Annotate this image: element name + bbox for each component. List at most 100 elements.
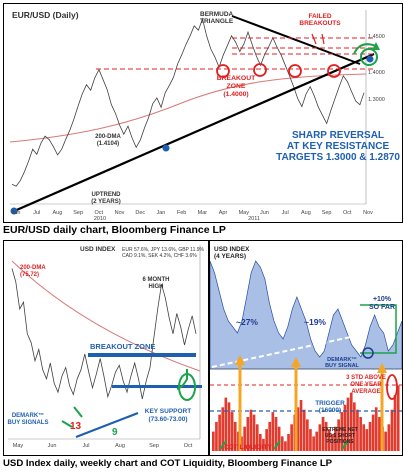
cot-green-arrows: [219, 440, 349, 450]
pct-10-label: +10%SO FAR: [369, 296, 395, 311]
failed-arrow-1: [311, 33, 317, 45]
cot-extreme-label-line: US $ SHORT: [325, 433, 355, 439]
usd-daily-title: USD INDEX: [80, 246, 116, 253]
key-support-box: [112, 385, 202, 388]
eurusd-x-tick: Jul: [282, 210, 289, 216]
eurusd-y-tick: 1.4000: [368, 70, 385, 76]
eurusd-x-tick: Dec: [135, 210, 145, 216]
cot-bar: [349, 392, 353, 451]
cot-trigger-label-line: (16000): [319, 407, 341, 414]
breakout-circle-3: [288, 64, 302, 78]
eurusd-x-tick: Nov: [363, 210, 373, 216]
weekly-demark-circle: [362, 347, 374, 359]
eurusd-x-tick: Jul: [33, 210, 40, 216]
eurusd-x-tick: Nov: [115, 210, 125, 216]
reversal-arrow: [353, 43, 377, 55]
cot-bar: [230, 412, 234, 451]
usd-weekly-title: USD INDEX(4 YEARS): [214, 246, 250, 260]
demark-arrow-1: [73, 406, 83, 418]
cot-bar: [340, 412, 344, 451]
cot-bar: [387, 424, 391, 451]
usd-weekly-title-line: (4 YEARS): [214, 253, 246, 260]
cot-bar: [240, 436, 243, 451]
usd-daily-title-line: USD INDEX: [80, 246, 116, 253]
top-caption: EUR/USD daily chart, Bloomberg Finance L…: [3, 224, 226, 236]
eurusd-x-tick: Apr: [219, 210, 228, 216]
cot-title: COT LIQUIDITY: [224, 444, 272, 451]
six-month-high-label-line: 6 MONTH: [143, 277, 170, 283]
breakout-circle-1: [216, 64, 230, 78]
usd-200dma-line: [11, 260, 201, 372]
cot-bar: [393, 395, 397, 451]
uptrend-label-line: (2 YEARS): [91, 199, 121, 205]
cot-bar: [280, 436, 284, 451]
eurusd-x-tick: Feb: [177, 210, 186, 216]
trend-touch-dot-3: [366, 55, 374, 63]
orange-signal-arrows: [235, 355, 387, 451]
cot-std-label-line: ONE YEAR: [350, 382, 382, 388]
reversal-arrow-head: [372, 42, 380, 50]
usd-daily-x-tick: Jun: [48, 443, 57, 449]
failed-breakouts-label-line: FAILED: [308, 13, 331, 20]
eurusd-chart-panel: EUR/USD (Daily) BERMUDA TRIANGLE FAILED BR…: [3, 3, 403, 223]
count-13: 13: [70, 421, 82, 432]
cot-bar: [271, 412, 275, 451]
eurusd-x-tick: Oct: [343, 210, 352, 216]
eurusd-x-tick: Aug: [53, 210, 63, 216]
demark-buy-signals-label-line: DEMARK™: [12, 412, 44, 419]
pct-19-label: ~19%: [304, 317, 326, 327]
cot-bar: [312, 436, 315, 451]
cot-bar: [287, 434, 290, 451]
usd-target-arrow: [176, 369, 188, 390]
cot-bar: [249, 409, 253, 451]
weekly-demark-label-line: DEMARK™: [327, 357, 357, 363]
key-support-label-line: (73.60-73.00): [148, 416, 187, 423]
cot-std-label-line: AVERAGE: [351, 389, 380, 395]
cot-bar: [337, 419, 340, 451]
usd-weekly-panel: USD INDEX (4 YEARS) ~27% ~19% +10% SO FAR …: [209, 240, 403, 456]
cot-bars: [212, 385, 400, 451]
sharp-reversal-label-line: TARGETS 1.3000 & 1.2870: [276, 152, 400, 163]
usd-daily-panel: USD INDEX EUR 57.6%, JPY 13.6%, GBP 11.9…: [3, 240, 209, 456]
cot-bar: [218, 414, 221, 451]
cot-bar: [246, 417, 250, 451]
usd-daily-x-axis: May Jun Jul Aug Sep Oct: [13, 443, 193, 449]
eurusd-x-tick: Aug: [301, 210, 311, 216]
key-support-label: KEY SUPPORT(73.60-73.00): [145, 408, 192, 423]
breakout-zone-label: BREAKOUT ZONE: [90, 342, 155, 351]
eurusd-x-tick: Sep: [322, 210, 332, 216]
cot-bar: [362, 424, 366, 451]
eurusd-year-tick: 2010: [94, 216, 106, 222]
cot-bar: [259, 434, 262, 451]
cot-trigger-label-line: TRIGGER: [315, 400, 345, 407]
breakout-circle-4: [327, 64, 341, 78]
cot-bar: [334, 426, 337, 451]
usd-200dma-label-line: 200-DMA: [20, 265, 46, 271]
cot-bar: [306, 419, 309, 451]
breakout-zone-label-line: ZONE: [227, 83, 246, 90]
usd-weekly-title-line: USD INDEX: [214, 246, 250, 253]
trend-touch-dot-2: [162, 144, 170, 152]
cot-bar: [237, 431, 240, 451]
usd-weights-label-line: CAD 9.1%, SEK 4.2%, CHF 3.6%: [122, 253, 197, 259]
cot-bar: [233, 421, 237, 451]
eurusd-x-tick: Jun: [12, 210, 21, 216]
failed-breakouts-label-line: BREAKOUTS: [299, 20, 341, 27]
eurusd-x-axis: Jun Jul Aug Sep Oct Nov Dec Jan Feb Mar Apr May Jun J…: [12, 210, 374, 222]
eurusd-200dma-label: 200-DMA(1.4104): [95, 134, 121, 147]
cot-bar: [331, 434, 334, 451]
breakout-zone-box: [88, 353, 196, 357]
demark-arrow-2: [61, 420, 73, 428]
usd-daily-price-line: [11, 268, 197, 400]
eurusd-200dma-label-line: 200-DMA: [95, 134, 121, 140]
sharp-reversal-label-line: SHARP REVERSAL: [292, 130, 384, 141]
pct-27-label: ~27%: [236, 317, 258, 327]
eurusd-x-tick: Mar: [198, 210, 208, 216]
